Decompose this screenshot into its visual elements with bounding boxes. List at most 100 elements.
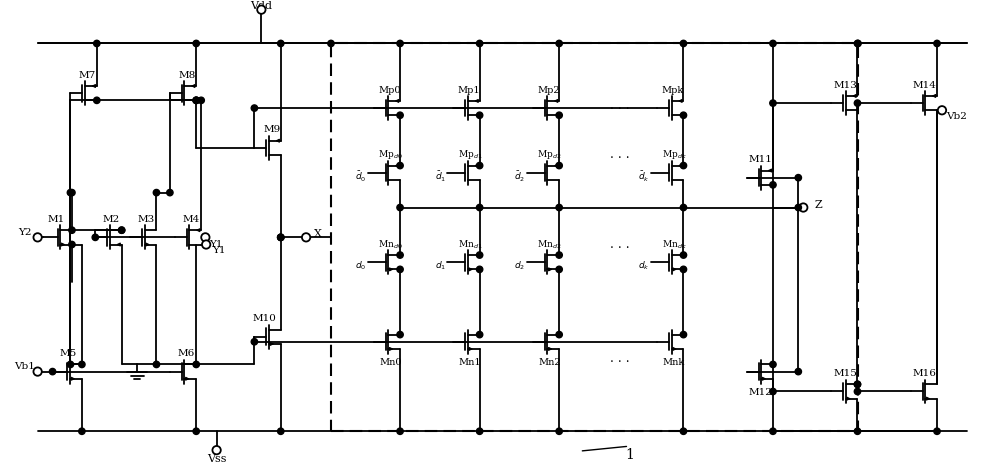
Circle shape <box>680 252 687 258</box>
Circle shape <box>92 235 98 241</box>
Circle shape <box>94 98 100 104</box>
Text: $\bar{d}_k$: $\bar{d}_k$ <box>638 169 650 184</box>
Circle shape <box>854 381 861 387</box>
Circle shape <box>397 428 403 435</box>
Circle shape <box>934 428 940 435</box>
Circle shape <box>476 332 483 338</box>
Circle shape <box>476 267 483 273</box>
Text: Mp$_{d0}$: Mp$_{d0}$ <box>378 148 403 161</box>
Text: Mp$_{d1}$: Mp$_{d1}$ <box>458 148 482 161</box>
Circle shape <box>69 242 75 248</box>
Text: Y1: Y1 <box>212 246 226 255</box>
Circle shape <box>193 428 199 435</box>
Circle shape <box>201 234 210 242</box>
Circle shape <box>397 267 403 273</box>
Circle shape <box>193 98 199 104</box>
Circle shape <box>476 41 483 48</box>
Circle shape <box>795 205 801 211</box>
Text: Mn$_{d2}$: Mn$_{d2}$ <box>537 238 562 250</box>
Circle shape <box>854 388 861 395</box>
Circle shape <box>854 381 861 387</box>
Circle shape <box>397 113 403 119</box>
Circle shape <box>67 361 74 368</box>
Text: X: X <box>314 229 322 239</box>
Text: Mp$_{dk}$: Mp$_{dk}$ <box>662 148 686 161</box>
Circle shape <box>770 428 776 435</box>
Text: M2: M2 <box>103 215 120 224</box>
Circle shape <box>212 446 221 455</box>
Text: Mn$_{d0}$: Mn$_{d0}$ <box>378 238 403 250</box>
Text: Z: Z <box>814 199 822 209</box>
Text: Y2: Y2 <box>18 228 31 237</box>
Circle shape <box>556 267 562 273</box>
Circle shape <box>397 252 403 258</box>
Text: Mp1: Mp1 <box>458 86 480 95</box>
Text: Mn1: Mn1 <box>459 357 481 367</box>
Text: $\bar{d}_1$: $\bar{d}_1$ <box>435 169 446 184</box>
Circle shape <box>193 41 199 48</box>
Text: Mpk: Mpk <box>662 86 684 95</box>
Circle shape <box>397 41 403 48</box>
Text: $d_k$: $d_k$ <box>638 259 650 272</box>
Circle shape <box>153 190 160 197</box>
Circle shape <box>67 190 74 197</box>
Circle shape <box>680 163 687 169</box>
Circle shape <box>251 106 258 112</box>
Text: Mp2: Mp2 <box>537 86 560 95</box>
Text: M16: M16 <box>913 368 937 377</box>
Circle shape <box>795 368 801 375</box>
Text: Mn2: Mn2 <box>538 357 561 367</box>
Text: M7: M7 <box>79 70 96 79</box>
Circle shape <box>680 205 687 211</box>
Circle shape <box>854 101 861 107</box>
Circle shape <box>476 163 483 169</box>
Text: M9: M9 <box>264 125 281 134</box>
Text: M6: M6 <box>177 348 194 357</box>
Circle shape <box>397 332 403 338</box>
Text: M13: M13 <box>833 80 857 89</box>
Circle shape <box>278 235 284 241</box>
Text: $d_0$: $d_0$ <box>355 259 366 272</box>
Text: M1: M1 <box>48 215 65 224</box>
Circle shape <box>934 41 940 48</box>
Text: M3: M3 <box>137 215 155 224</box>
Circle shape <box>476 428 483 435</box>
Text: $\bar{d}_2$: $\bar{d}_2$ <box>514 169 525 184</box>
Text: M8: M8 <box>178 70 195 79</box>
Text: M10: M10 <box>252 314 276 323</box>
Circle shape <box>278 428 284 435</box>
Text: Mnk: Mnk <box>663 357 685 367</box>
Circle shape <box>556 163 562 169</box>
Circle shape <box>193 98 199 104</box>
Circle shape <box>118 228 125 234</box>
Text: M11: M11 <box>749 155 772 164</box>
Circle shape <box>167 190 173 197</box>
Circle shape <box>680 41 687 48</box>
Circle shape <box>79 428 85 435</box>
Circle shape <box>153 361 160 368</box>
Circle shape <box>397 163 403 169</box>
Text: M14: M14 <box>913 80 937 89</box>
Text: · · ·: · · · <box>610 356 629 368</box>
Text: M5: M5 <box>60 348 77 357</box>
Circle shape <box>257 7 266 15</box>
Circle shape <box>680 332 687 338</box>
Circle shape <box>855 41 861 48</box>
Circle shape <box>33 367 42 376</box>
Circle shape <box>556 332 562 338</box>
Circle shape <box>69 190 75 197</box>
Text: 1: 1 <box>625 447 634 461</box>
Text: M15: M15 <box>833 368 857 377</box>
Circle shape <box>556 41 562 48</box>
Circle shape <box>770 388 776 395</box>
Circle shape <box>33 234 42 242</box>
Circle shape <box>198 98 204 104</box>
Text: Vb2: Vb2 <box>946 111 967 120</box>
Circle shape <box>193 98 199 104</box>
Text: $d_1$: $d_1$ <box>435 259 446 272</box>
Text: · · ·: · · · <box>610 152 629 165</box>
Text: Vdd: Vdd <box>250 0 272 10</box>
Circle shape <box>938 107 946 115</box>
Circle shape <box>680 267 687 273</box>
Circle shape <box>556 428 562 435</box>
